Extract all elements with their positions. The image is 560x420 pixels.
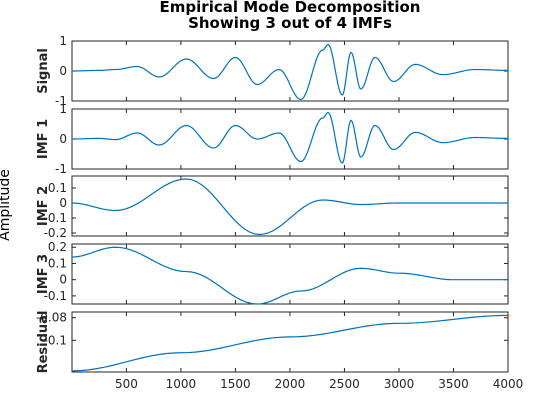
chart-title: Empirical Mode Decomposition (160, 0, 421, 16)
y-tick-label: -0.1 (44, 333, 67, 347)
y-tick-label: -0.1 (44, 289, 67, 303)
panel-label: Signal (36, 48, 51, 94)
y-tick-label: -1 (55, 94, 67, 108)
x-tick-label: 1000 (166, 377, 197, 391)
series-line (71, 111, 509, 164)
y-tick-label: -0.2 (44, 226, 67, 240)
y-tick-label: 1 (59, 34, 67, 48)
x-tick-label: 4000 (493, 377, 524, 391)
y-tick-label: -0.08 (36, 311, 67, 325)
series-line (71, 43, 509, 101)
series-line (71, 246, 508, 305)
y-tick-label: 0.1 (48, 256, 67, 270)
axes-box (71, 311, 509, 373)
x-tick-label: 1500 (220, 377, 251, 391)
panel-imf-1: 1 0 -1 IMF 1 (36, 102, 509, 176)
y-tick-label: 0 (59, 132, 67, 146)
x-tick-label: 3000 (384, 377, 415, 391)
y-tick-label: 1 (59, 102, 67, 116)
axes-box (71, 175, 509, 237)
x-tick-label: 3500 (438, 377, 469, 391)
axes-box (71, 108, 509, 170)
series-line (71, 314, 509, 372)
y-tick-label: -1 (55, 162, 67, 176)
series-line (71, 178, 508, 236)
global-y-label: Amplitude (0, 169, 13, 241)
axes-box (71, 243, 509, 305)
panel-label: Residual (36, 311, 51, 374)
panel-signal: 1 0 -1 Signal (36, 34, 509, 108)
axes-box (71, 40, 509, 102)
y-tick-label: 0 (59, 273, 67, 287)
y-tick-label: 0.1 (48, 181, 67, 195)
y-tick-label: 0 (59, 196, 67, 210)
x-tick-label: 500 (115, 377, 138, 391)
panel-label: IMF 1 (36, 119, 51, 159)
y-tick-label: 0 (59, 64, 67, 78)
x-tick-label: 2000 (275, 377, 306, 391)
x-tick-label: 2500 (329, 377, 360, 391)
panel-label: IMF 2 (36, 186, 51, 226)
chart-subtitle: Showing 3 out of 4 IMFs (188, 14, 392, 32)
y-tick-label: -0.1 (44, 211, 67, 225)
y-tick-label: 0.2 (48, 240, 67, 254)
panel-label: IMF 3 (36, 254, 51, 294)
